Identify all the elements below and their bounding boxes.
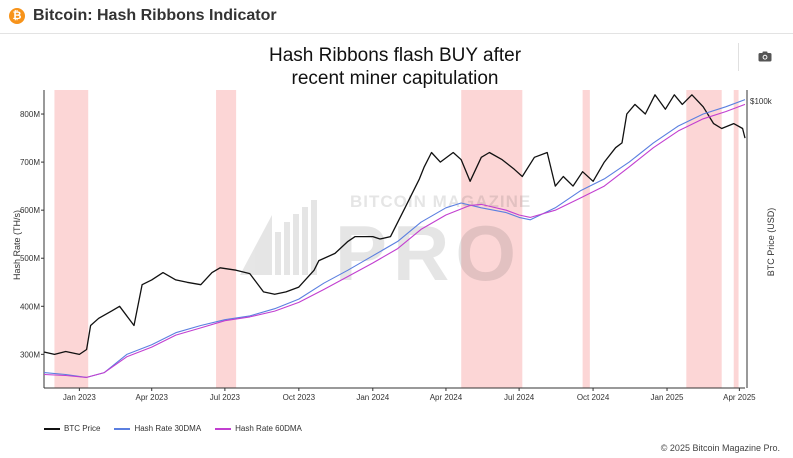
y2-tick-label: $100k [750,97,773,106]
capitulation-band-6 [733,90,739,388]
legend-item-hash-rate-30dma[interactable]: Hash Rate 30DMA [114,424,201,433]
y2-axis-label: BTC Price (USD) [766,208,776,277]
legend-label-btc-price: BTC Price [64,424,101,433]
y-tick-label: 600M [20,206,40,215]
hash-rate-60dma-line [43,103,746,378]
legend-item-btc-price[interactable]: BTC Price [44,424,100,433]
axes: 300M 400M 500M 600M 700M 800M Jan 2023 Apr 2023… [20,90,756,402]
capitulation-band-5 [686,90,722,388]
x-tick-label: Oct 2024 [577,393,610,402]
legend-label-hash-rate-60dma: Hash Rate 60DMA [235,424,302,433]
legend-item-hash-rate-60dma[interactable]: Hash Rate 60DMA [215,424,302,433]
x-tick-label: Jan 2025 [651,393,684,402]
x-tick-label: Jul 2024 [504,393,535,402]
x-tick-label: Jan 2023 [63,393,96,402]
capitulation-band-1 [54,90,89,388]
bitcoin-logo-icon: ₿ [9,8,25,24]
chart-title-line-1: Hash Ribbons flash BUY after [268,45,522,66]
y-tick-label: 800M [20,110,40,119]
app-header: ₿ Bitcoin: Hash Ribbons Indicator [0,0,793,34]
btc-price-line [43,94,746,356]
x-tick-label: Apr 2023 [135,393,168,402]
page-title: Bitcoin: Hash Ribbons Indicator [33,7,277,24]
toolbar-divider [738,43,739,71]
legend-swatch-btc-price [44,427,60,430]
watermark: BITCOIN MAGAZINE PRO [240,192,531,297]
y-tick-label: 700M [20,158,40,167]
x-tick-label: Jan 2024 [356,393,389,402]
x-tick-label: Apr 2024 [430,393,463,402]
y-axis-label: Hash Rate (TH/s) [12,210,22,280]
capitulation-bands [54,90,739,388]
y-tick-label: 300M [20,350,40,359]
x-tick-label: Apr 2025 [723,393,756,402]
series-lines [43,94,746,378]
watermark-text-main: PRO [335,209,522,297]
x-tick-label: Jul 2023 [210,393,241,402]
copyright-notice: © 2025 Bitcoin Magazine Pro. [660,443,780,453]
legend: BTC Price Hash Rate 30DMA Hash Rate 60DM… [44,424,302,433]
capitulation-band-2 [216,90,237,388]
x-tick-label: Oct 2023 [283,393,316,402]
legend-label-hash-rate-30dma: Hash Rate 30DMA [134,424,202,433]
hash-rate-30dma-line [43,99,746,378]
legend-swatch-hash-rate-30dma [114,427,131,430]
capitulation-band-4 [582,90,590,388]
y-tick-label: 400M [20,302,40,311]
capitulation-band-3 [461,90,523,388]
chart-title-line-2: recent miner capitulation [291,68,499,89]
watermark-text-top: BITCOIN MAGAZINE [350,192,531,211]
watermark-logo-icon [240,200,317,275]
y-tick-label: 500M [20,254,40,263]
camera-icon[interactable] [758,51,772,62]
legend-swatch-hash-rate-60dma [215,427,232,430]
